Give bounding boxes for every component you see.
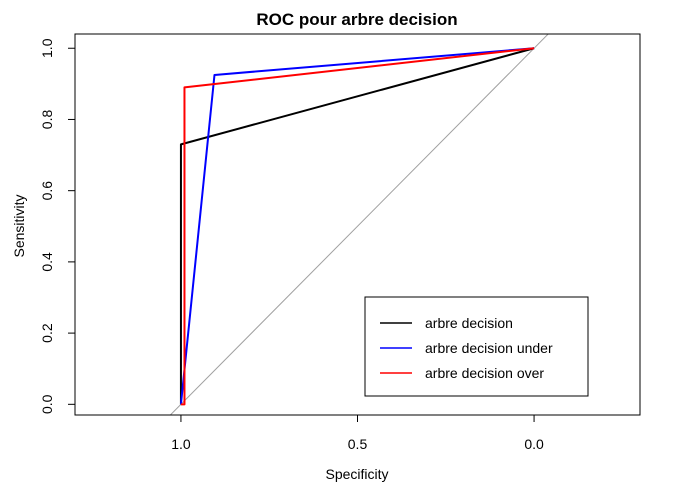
legend: arbre decision arbre decision under arbre … xyxy=(364,296,589,397)
y-axis-label: Sensitivity xyxy=(11,194,27,257)
series-line-2 xyxy=(179,47,535,405)
x-tick-label: 1.0 xyxy=(171,436,191,452)
series-line-1 xyxy=(179,47,535,405)
chart-title: ROC pour arbre decision xyxy=(256,10,457,29)
y-tick-label: 0.0 xyxy=(39,394,55,414)
plot-area xyxy=(169,34,549,415)
y-tick-label: 0.6 xyxy=(39,181,55,201)
y-tick-label: 1.0 xyxy=(39,38,55,58)
y-tick-label: 0.2 xyxy=(39,323,55,343)
y-tick-label: 0.4 xyxy=(39,252,55,272)
y-tick-label: 0.8 xyxy=(39,110,55,130)
x-tick-label: 0.5 xyxy=(348,436,368,452)
legend-box xyxy=(364,296,589,397)
x-tick-label: 0.0 xyxy=(524,436,544,452)
diagonal-reference-line xyxy=(169,34,549,415)
legend-label-1: arbre decision xyxy=(425,315,513,331)
x-axis-label: Specificity xyxy=(325,466,388,482)
legend-label-3: arbre decision over xyxy=(425,365,544,381)
series-line-3 xyxy=(180,47,535,406)
legend-label-2: arbre decision under xyxy=(425,340,553,356)
